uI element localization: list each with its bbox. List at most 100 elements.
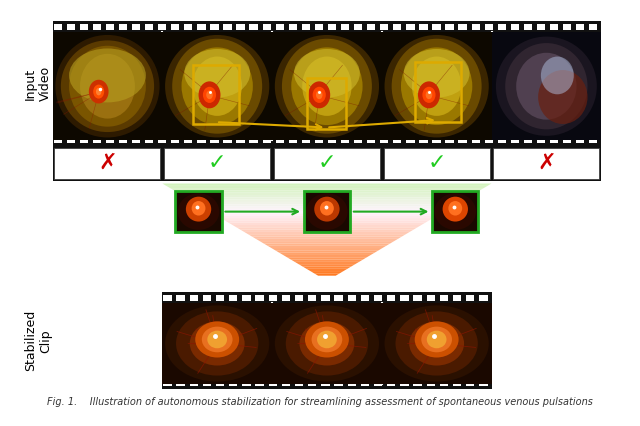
- Bar: [269, 381, 277, 386]
- Ellipse shape: [427, 331, 447, 348]
- Ellipse shape: [206, 91, 213, 99]
- Bar: [158, 24, 166, 29]
- Ellipse shape: [165, 35, 269, 138]
- Bar: [433, 138, 440, 143]
- Ellipse shape: [313, 87, 326, 103]
- Ellipse shape: [308, 81, 330, 108]
- Bar: [361, 381, 369, 386]
- Bar: [550, 138, 558, 143]
- Polygon shape: [170, 188, 484, 190]
- Ellipse shape: [69, 49, 146, 102]
- Polygon shape: [221, 218, 433, 220]
- Bar: [304, 191, 350, 232]
- Bar: [458, 24, 467, 29]
- Bar: [54, 24, 62, 29]
- Ellipse shape: [69, 46, 146, 127]
- Bar: [163, 303, 272, 383]
- Bar: [203, 295, 211, 301]
- Bar: [158, 138, 166, 143]
- Bar: [171, 138, 179, 143]
- Bar: [52, 146, 601, 181]
- Bar: [328, 138, 336, 143]
- Bar: [466, 381, 474, 386]
- Polygon shape: [232, 225, 421, 227]
- Bar: [367, 138, 375, 143]
- Polygon shape: [163, 184, 492, 186]
- Bar: [106, 138, 114, 143]
- Bar: [255, 381, 264, 386]
- Bar: [498, 24, 506, 29]
- Bar: [348, 295, 356, 301]
- Bar: [413, 295, 422, 301]
- Ellipse shape: [401, 47, 472, 125]
- Ellipse shape: [418, 81, 440, 108]
- Bar: [380, 24, 388, 29]
- Bar: [361, 295, 369, 301]
- Bar: [406, 138, 415, 143]
- Ellipse shape: [182, 47, 253, 125]
- Ellipse shape: [300, 321, 355, 366]
- Bar: [197, 24, 205, 29]
- Polygon shape: [205, 209, 449, 211]
- Bar: [383, 147, 490, 179]
- Bar: [492, 32, 601, 140]
- Polygon shape: [264, 243, 390, 246]
- Ellipse shape: [186, 197, 211, 222]
- Text: ✓: ✓: [208, 153, 227, 173]
- Bar: [250, 138, 258, 143]
- Bar: [211, 138, 219, 143]
- Bar: [282, 381, 290, 386]
- Bar: [119, 138, 127, 143]
- Bar: [367, 24, 375, 29]
- Bar: [269, 295, 277, 301]
- Bar: [189, 295, 198, 301]
- Bar: [216, 381, 224, 386]
- Polygon shape: [244, 232, 410, 234]
- Bar: [79, 138, 88, 143]
- Bar: [453, 381, 461, 386]
- Bar: [223, 138, 232, 143]
- Ellipse shape: [421, 327, 452, 352]
- Bar: [145, 24, 153, 29]
- Ellipse shape: [80, 54, 135, 118]
- Bar: [433, 24, 440, 29]
- Ellipse shape: [96, 88, 101, 95]
- Bar: [374, 295, 382, 301]
- Bar: [236, 24, 244, 29]
- Bar: [440, 381, 448, 386]
- Bar: [589, 138, 597, 143]
- Ellipse shape: [193, 57, 242, 116]
- Bar: [335, 381, 342, 386]
- Bar: [387, 381, 396, 386]
- Bar: [184, 24, 193, 29]
- Bar: [229, 381, 237, 386]
- Bar: [163, 292, 492, 389]
- Bar: [93, 138, 101, 143]
- Bar: [589, 24, 597, 29]
- Ellipse shape: [392, 39, 482, 134]
- Bar: [274, 147, 380, 179]
- Ellipse shape: [302, 57, 351, 116]
- Bar: [262, 24, 271, 29]
- Bar: [289, 24, 297, 29]
- Ellipse shape: [202, 327, 232, 352]
- Bar: [175, 191, 221, 232]
- Ellipse shape: [184, 49, 250, 98]
- Bar: [445, 24, 454, 29]
- Bar: [415, 63, 461, 122]
- Bar: [453, 295, 461, 301]
- Bar: [440, 295, 448, 301]
- Ellipse shape: [541, 57, 574, 94]
- Bar: [387, 295, 396, 301]
- Polygon shape: [197, 204, 456, 207]
- Bar: [427, 381, 435, 386]
- Bar: [189, 381, 198, 386]
- Ellipse shape: [282, 39, 372, 134]
- Text: Fig. 1.    Illustration of autonomous stabilization for streamlining assessment : Fig. 1. Illustration of autonomous stabi…: [47, 397, 593, 407]
- Polygon shape: [260, 241, 394, 243]
- Bar: [132, 138, 140, 143]
- Bar: [54, 138, 62, 143]
- Bar: [308, 295, 316, 301]
- Ellipse shape: [89, 80, 109, 104]
- Text: ✗: ✗: [537, 153, 556, 173]
